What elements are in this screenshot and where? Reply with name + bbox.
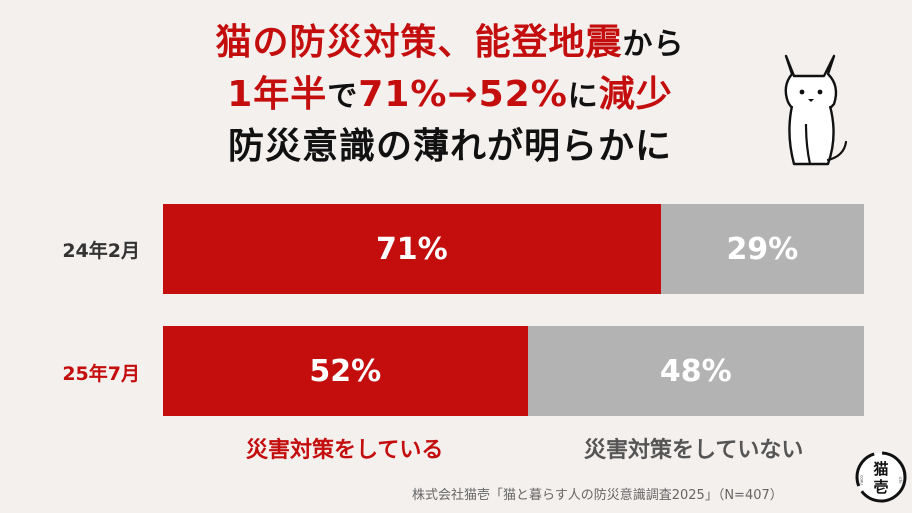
bar-segment-prepared-2024: 71% [163, 204, 661, 294]
title-line-2: 1年半で71%→52%に減少 [150, 70, 750, 122]
title-line-1-red: 猫の防災対策、能登地震 [215, 22, 623, 63]
bar-segment-unprepared-2024: 29% [660, 204, 864, 294]
bar-label-prepared-2025: 52% [309, 353, 382, 389]
bar-segment-prepared-2025: 52% [163, 326, 528, 416]
title-line-1: 猫の防災対策、能登地震から [150, 18, 750, 70]
bar-segment-unprepared-2025: 48% [527, 326, 864, 416]
source-note: 株式会社猫壱「猫と暮らす人の防災意識調査2025」（N=407） [412, 488, 783, 503]
title-line-2-red-c: 減少 [598, 74, 673, 115]
logo-side-left: neco [859, 475, 864, 485]
legend-prepared: 災害対策をしている [246, 438, 444, 463]
bar-label-prepared-2024: 71% [375, 231, 448, 267]
title-line-1-black: から [622, 27, 685, 62]
title-line-3: 防災意識の薄れが明らかに [227, 126, 672, 167]
title-line-2-red-a: 1年半 [227, 74, 328, 115]
logo-side-right: ichi [898, 477, 903, 484]
chart-title: 猫の防災対策、能登地震から 1年半で71%→52%に減少 防災意識の薄れが明らか… [150, 18, 750, 172]
bar-label-unprepared-2025: 48% [659, 353, 732, 389]
legend-unprepared: 災害対策をしていない [584, 438, 804, 463]
cat-illustration-icon [784, 54, 848, 166]
bar-label-unprepared-2024: 29% [726, 231, 799, 267]
bar-row-2025-jul: 52% 48% [163, 326, 864, 416]
logo-kanji-bottom: 壱 [873, 478, 888, 496]
logo-kanji-top: 猫 [873, 460, 888, 478]
row-label-2024-feb: 24年2月 [62, 240, 140, 262]
title-line-2-red-b: 71%→52% [358, 74, 568, 115]
title-line-2-black-b: に [567, 79, 599, 114]
title-line-2-black-a: で [327, 79, 359, 114]
bar-row-2024-feb: 71% 29% [163, 204, 864, 294]
neco-ichi-logo-icon: 猫 壱 neco ichi [855, 451, 907, 503]
row-label-2025-jul: 25年7月 [62, 363, 140, 385]
